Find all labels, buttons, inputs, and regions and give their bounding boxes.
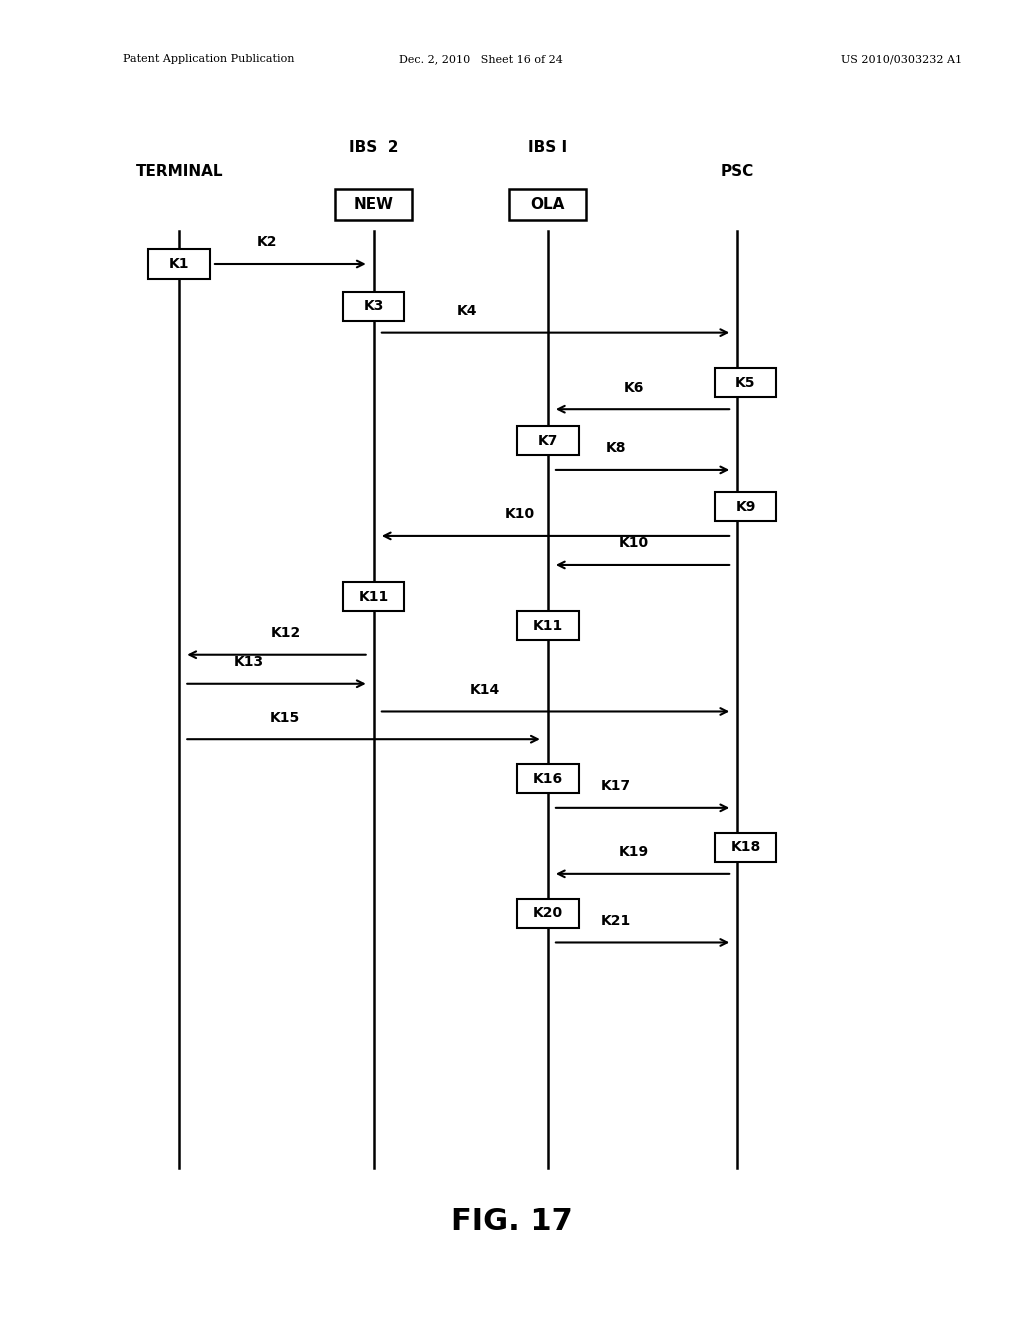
FancyBboxPatch shape	[343, 292, 404, 321]
FancyBboxPatch shape	[715, 492, 776, 521]
Text: K20: K20	[532, 907, 563, 920]
Text: OLA: OLA	[530, 197, 565, 213]
Text: Dec. 2, 2010   Sheet 16 of 24: Dec. 2, 2010 Sheet 16 of 24	[399, 54, 563, 65]
Text: K9: K9	[735, 500, 756, 513]
Text: K1: K1	[169, 257, 189, 271]
Text: K11: K11	[358, 590, 389, 603]
Text: NEW: NEW	[353, 197, 394, 213]
Text: K4: K4	[457, 304, 477, 318]
Text: FIG. 17: FIG. 17	[452, 1206, 572, 1236]
Text: K8: K8	[605, 441, 626, 455]
FancyBboxPatch shape	[715, 368, 776, 397]
Text: K10: K10	[505, 507, 536, 521]
Text: IBS I: IBS I	[528, 140, 567, 156]
FancyBboxPatch shape	[517, 426, 579, 455]
Text: K16: K16	[532, 772, 563, 785]
FancyBboxPatch shape	[517, 764, 579, 793]
Text: K3: K3	[364, 300, 384, 313]
FancyBboxPatch shape	[715, 833, 776, 862]
Text: PSC: PSC	[721, 164, 754, 180]
FancyBboxPatch shape	[343, 582, 404, 611]
Text: K18: K18	[730, 841, 761, 854]
Text: K19: K19	[618, 845, 648, 859]
FancyBboxPatch shape	[510, 189, 586, 220]
FancyBboxPatch shape	[336, 189, 412, 220]
Text: K2: K2	[257, 235, 278, 249]
FancyBboxPatch shape	[517, 899, 579, 928]
Text: IBS  2: IBS 2	[349, 140, 398, 156]
Text: K5: K5	[735, 376, 756, 389]
FancyBboxPatch shape	[517, 611, 579, 640]
Text: K7: K7	[538, 434, 558, 447]
FancyBboxPatch shape	[148, 249, 210, 279]
Text: K14: K14	[470, 682, 500, 697]
Text: K21: K21	[600, 913, 631, 928]
Text: K6: K6	[624, 380, 644, 395]
Text: TERMINAL: TERMINAL	[135, 164, 223, 180]
Text: K17: K17	[601, 779, 631, 793]
Text: K10: K10	[618, 536, 648, 550]
Text: Patent Application Publication: Patent Application Publication	[123, 54, 294, 65]
Text: K13: K13	[233, 655, 264, 669]
Text: K15: K15	[269, 710, 300, 725]
Text: K12: K12	[270, 626, 301, 640]
Text: US 2010/0303232 A1: US 2010/0303232 A1	[841, 54, 962, 65]
Text: K11: K11	[532, 619, 563, 632]
